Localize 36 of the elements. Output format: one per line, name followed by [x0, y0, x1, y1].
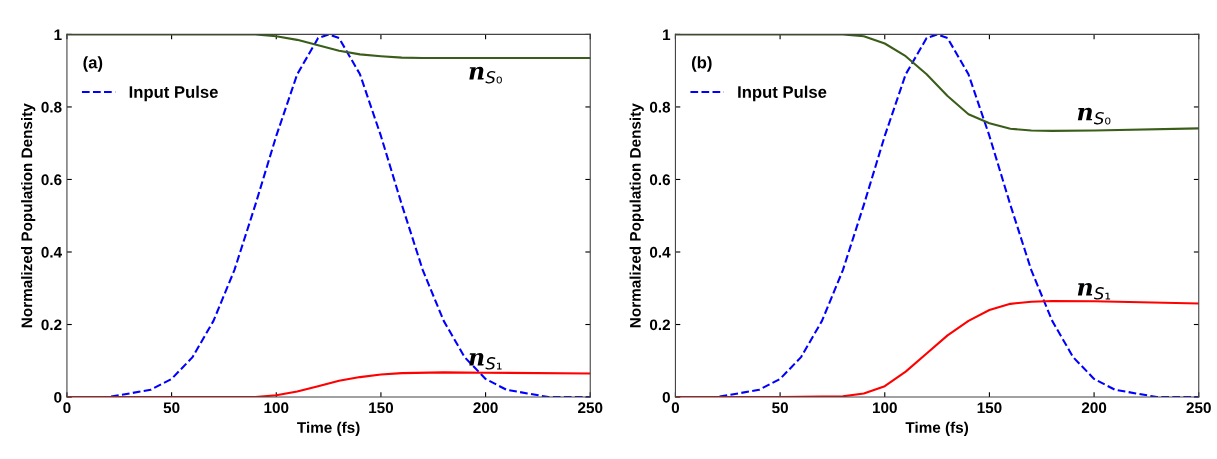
y-tick-label: 0.6 [649, 174, 671, 186]
x-tick-label: 0 [63, 402, 71, 414]
series-label: n$_{S₁}$ [1077, 282, 1111, 300]
series-label: n$_{S₁}$ [469, 352, 502, 370]
x-tick-label: 200 [1081, 402, 1107, 414]
y-tick-label: 0.8 [41, 101, 62, 113]
x-tick-label: 100 [264, 402, 289, 414]
x-tick-label: 150 [977, 402, 1002, 414]
x-tick-label: 0 [671, 402, 680, 414]
x-tick-label: 250 [1186, 402, 1211, 414]
x-tick-label: 50 [772, 402, 788, 414]
series-label: n$_{S₀}$ [1077, 107, 1111, 125]
y-tick-label: 0.6 [41, 174, 62, 186]
x-tick-label: 200 [473, 402, 498, 414]
x-tick-label: 50 [163, 402, 180, 414]
y-tick-label: 1 [663, 29, 671, 40]
y-tick-label: 0.4 [649, 246, 671, 258]
y-tick-label: 0.4 [41, 246, 62, 258]
y-tick-label: 0 [54, 391, 62, 403]
x-tick-label: 250 [578, 402, 603, 414]
x-tick-label: 150 [369, 402, 394, 414]
y-axis-title: Normalized Population Density [21, 103, 36, 328]
series-label: n$_{S₀}$ [469, 66, 502, 84]
y-tick-label: 0.8 [649, 101, 671, 113]
y-tick-label: 1 [54, 29, 62, 40]
y-axis-title: Normalized Population Density [629, 103, 644, 328]
legend-label: Input Pulse [129, 85, 218, 102]
annotation: (b) [691, 56, 712, 72]
y-tick-label: 0.2 [649, 319, 670, 331]
legend-label: Input Pulse [738, 85, 827, 102]
x-axis-title: Time (fs) [297, 421, 360, 436]
x-tick-label: 100 [872, 402, 897, 414]
y-tick-label: 0 [662, 391, 670, 403]
y-tick-label: 0.2 [41, 319, 62, 331]
x-axis-title: Time (fs) [905, 421, 969, 436]
annotation: (a) [83, 56, 103, 72]
